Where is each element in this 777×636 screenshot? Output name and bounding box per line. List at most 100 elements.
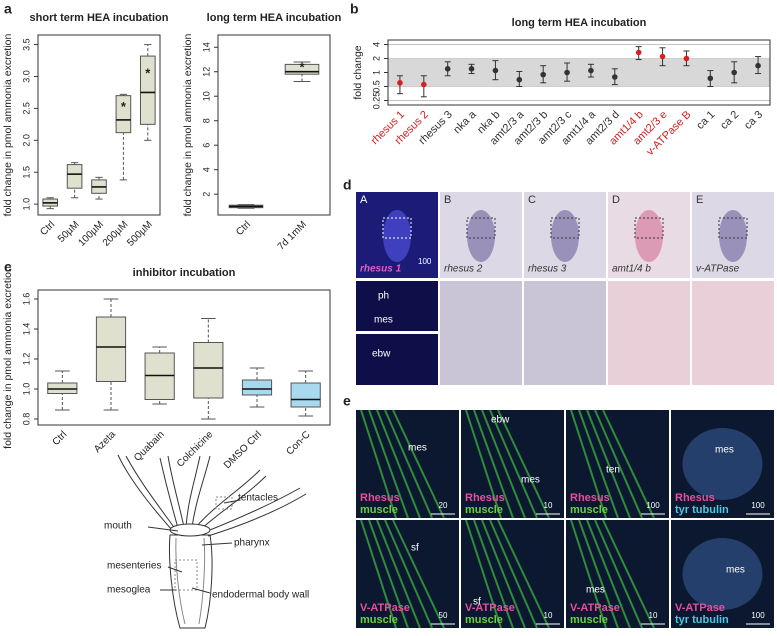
box — [66, 164, 83, 189]
box — [241, 379, 273, 396]
y-tick-label: 2 — [371, 56, 381, 61]
micrograph-detail — [356, 334, 438, 385]
muscle-fiber — [497, 519, 550, 629]
scale-label: 10 — [544, 611, 553, 620]
diagram-label: pharynx — [234, 538, 270, 549]
muscle-fiber — [392, 519, 445, 629]
muscle-fiber — [473, 519, 514, 629]
y-tick-label: 8 — [201, 118, 211, 123]
y-tick-label: 12 — [201, 67, 211, 77]
annotation: mes — [408, 443, 427, 454]
x-tick-label: DMSO Ctrl — [222, 429, 264, 471]
counterstain-label: tyr tubulin — [675, 504, 729, 516]
box — [139, 55, 156, 125]
stain-label: V-ATPase — [360, 602, 410, 614]
x-tick-label: 500µM — [125, 219, 155, 249]
muscle-fiber — [489, 409, 538, 519]
y-tick-label: 1.0 — [21, 383, 31, 396]
x-tick-label: 200µM — [101, 219, 131, 249]
specimen — [551, 210, 579, 262]
point — [444, 66, 451, 72]
diagram-label: mesoglea — [107, 585, 151, 596]
muscle-fiber — [360, 519, 397, 629]
inset-box — [382, 217, 412, 239]
gene-label: rhesus 3 — [528, 264, 567, 275]
micrograph-detail — [692, 281, 774, 385]
y-axis-label: fold change in pmol ammonia excretion — [182, 33, 194, 216]
y-axis-label: fold change in pmol ammonia excretion — [2, 266, 14, 449]
muscle-fiber — [594, 409, 643, 519]
x-tick-label: Azeta — [92, 429, 118, 455]
scale-label: 100 — [751, 611, 765, 620]
annotation: ebw — [491, 415, 510, 426]
muscle-fiber — [586, 519, 631, 629]
gene-label: v-ATPase — [696, 264, 740, 275]
y-tick-label: 0.5 — [371, 80, 381, 93]
micrograph-detail — [356, 281, 438, 331]
muscle-fiber — [481, 409, 526, 519]
point — [588, 67, 594, 74]
chart-title: long term HEA incubation — [512, 17, 647, 29]
muscle-fiber — [481, 519, 526, 629]
micrograph-detail — [608, 281, 690, 385]
annotation: mes — [715, 445, 734, 456]
plot-frame — [37, 34, 161, 216]
scale-label: 10 — [649, 611, 658, 620]
point — [707, 75, 714, 82]
muscle-fiber — [602, 409, 655, 519]
y-tick-label: 6 — [201, 143, 211, 148]
muscle-fiber — [602, 519, 655, 629]
gene-label: rhesus 2 — [444, 264, 483, 275]
panel-label: e — [343, 393, 351, 409]
stain-label: Rhesus — [360, 492, 400, 504]
point — [492, 67, 499, 74]
inset-box — [718, 217, 748, 239]
muscle-fiber — [570, 519, 607, 629]
muscle-fiber — [497, 409, 550, 519]
inset-box — [550, 217, 580, 239]
annotation: ten — [606, 465, 620, 476]
x-tick-label: 7d 1mM — [276, 219, 309, 252]
y-tick-label: 0.8 — [21, 413, 31, 426]
y-tick-label: 2 — [201, 192, 211, 197]
x-tick-label: Quabain — [132, 429, 167, 464]
specimen — [383, 210, 411, 262]
panel-label: d — [343, 177, 352, 193]
point — [468, 66, 475, 72]
y-tick-label: 1 — [371, 70, 381, 75]
micrograph-detail — [440, 281, 522, 385]
annotation: ebw — [372, 349, 391, 360]
muscle-fiber — [570, 409, 607, 519]
point — [659, 53, 666, 60]
annotation: mes — [374, 315, 393, 326]
y-tick-label: 1.6 — [21, 293, 31, 306]
box — [95, 316, 127, 382]
y-tick-label: 1.5 — [21, 166, 31, 179]
scale-label: 20 — [439, 501, 448, 510]
significance: * — [299, 59, 305, 74]
scale-label: 100 — [418, 257, 432, 266]
plot-frame — [387, 39, 771, 106]
y-tick-label: 1.0 — [21, 198, 31, 211]
y-tick-label: 10 — [201, 91, 211, 101]
inset-box — [634, 217, 664, 239]
diagram-label: mesenteries — [107, 561, 161, 572]
inset-box — [466, 217, 496, 239]
scale-label: 100 — [751, 501, 765, 510]
point — [612, 74, 618, 80]
stain-label: Rhesus — [675, 492, 715, 504]
x-tick-label: Ctrl — [38, 219, 57, 238]
muscle-fiber — [586, 409, 631, 519]
plot-frame — [37, 289, 331, 426]
y-tick-label: 3.0 — [21, 70, 31, 83]
muscle-fiber — [392, 409, 445, 519]
scale-label: 50 — [439, 611, 448, 620]
x-tick-label: Ctrl — [51, 429, 70, 448]
y-tick-label: 4 — [201, 167, 211, 172]
tissue — [682, 538, 763, 610]
counterstain-label: muscle — [465, 504, 503, 516]
panel-letter: C — [528, 194, 536, 206]
annotation: ph — [378, 291, 389, 302]
y-tick-label: 2.0 — [21, 134, 31, 147]
reference-band — [388, 58, 770, 87]
